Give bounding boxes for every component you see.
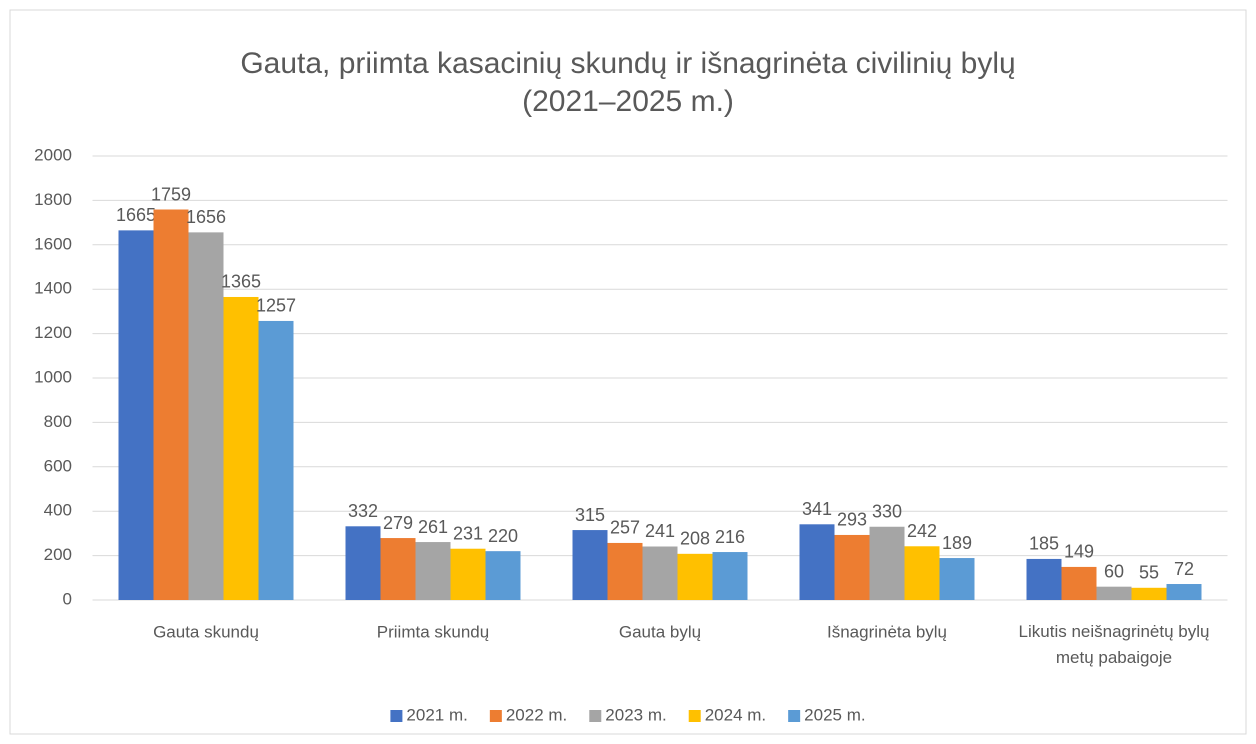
data-label: 261 [418,517,448,537]
legend-label: 2025 m. [804,705,865,724]
x-tick-label: Priimta skundų [377,622,489,641]
bar [869,526,905,600]
data-label: 1257 [256,296,296,316]
bar [153,209,189,600]
x-tick-label: Gauta skundų [153,622,259,641]
y-tick-label: 1000 [34,367,72,386]
legend-swatch [489,710,502,722]
legend-item: 2021 m. [390,705,468,724]
bar [939,558,975,600]
y-tick-label: 0 [63,589,72,608]
data-label: 332 [348,501,378,521]
chart-title: (2021–2025 m.) [522,85,734,118]
bar [223,296,259,600]
data-label: 1365 [221,272,261,292]
data-label: 330 [872,501,902,521]
bar [380,538,416,600]
legend-label: 2021 m. [406,705,467,724]
bar [712,552,748,600]
data-label: 185 [1029,534,1059,554]
data-label: 1656 [186,207,226,227]
bar [799,524,835,600]
data-label: 293 [837,510,867,530]
data-label: 1759 [151,184,191,204]
bar [1166,584,1202,600]
bar [1061,566,1097,600]
y-tick-label: 200 [44,545,72,564]
legend-item: 2023 m. [589,705,667,724]
data-label: 216 [715,527,745,547]
bar [188,232,224,601]
legend-item: 2022 m. [489,705,567,724]
data-label: 55 [1139,563,1159,583]
data-label: 208 [680,529,710,549]
bar [1026,558,1062,600]
bar [345,526,381,600]
chart-title: Gauta, priimta kasacinių skundų ir išnag… [240,47,1015,80]
legend-swatch [589,710,602,722]
legend-item: 2024 m. [688,705,766,724]
data-label: 241 [645,521,675,541]
x-tick-label: Gauta bylų [619,622,701,641]
y-tick-label: 1600 [34,234,72,253]
legend-label: 2022 m. [506,705,567,724]
bar [485,551,521,600]
data-label: 242 [907,521,937,541]
data-label: 279 [383,513,413,533]
data-label: 189 [942,533,972,553]
y-tick-label: 2000 [34,145,72,164]
legend-item: 2025 m. [788,705,866,724]
y-tick-label: 1800 [34,190,72,209]
legend-label: 2023 m. [605,705,666,724]
bar [1096,586,1132,600]
legend-swatch [688,710,701,722]
bar [904,546,940,600]
bar [607,542,643,600]
legend-swatch [788,710,801,722]
y-tick-label: 600 [44,456,72,475]
data-label: 60 [1104,561,1124,581]
data-label: 231 [453,523,483,543]
x-tick-label: Išnagrinėta bylų [827,622,947,641]
data-label: 315 [575,505,605,525]
bar [450,548,486,600]
data-label: 149 [1064,542,1094,562]
bar [118,230,154,600]
data-label: 257 [610,518,640,538]
y-tick-label: 400 [44,501,72,520]
legend-label: 2024 m. [705,705,766,724]
legend-swatch [390,710,403,722]
bar [258,320,294,600]
bar [642,546,678,600]
x-tick-label-line: metų pabaigoje [1056,648,1172,667]
y-tick-label: 800 [44,412,72,431]
y-tick-label: 1200 [34,323,72,342]
bar [677,553,713,600]
bar [1131,587,1167,600]
bar [834,534,870,600]
bar [572,530,608,600]
bar [415,542,451,600]
data-label: 1665 [116,205,156,225]
data-label: 220 [488,526,518,546]
x-tick-label: Likutis neišnagrinėtų bylų metų pabaigoje [1019,622,1210,667]
data-label: 341 [802,499,832,519]
x-tick-label-line: Likutis neišnagrinėtų bylų [1019,622,1210,641]
data-label: 72 [1174,559,1194,579]
y-tick-label: 1400 [34,279,72,298]
